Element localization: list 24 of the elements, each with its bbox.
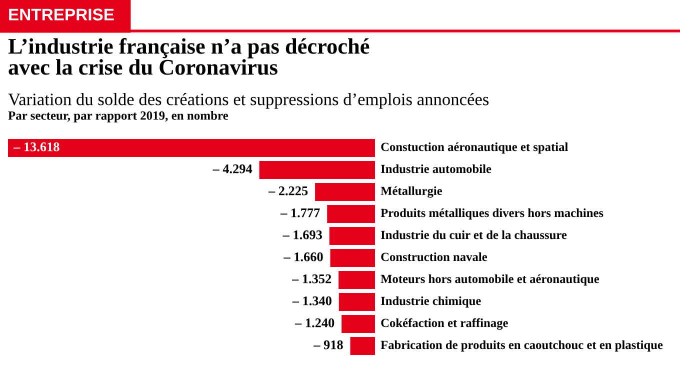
data-label: – 1.693 — [282, 230, 322, 240]
data-label: – 4.294 — [212, 164, 252, 174]
y-tick-label: Industrie du cuir et de la chaussure — [380, 230, 567, 240]
y-tick-label: Cokéfaction et raffinage — [381, 318, 508, 330]
y-tick-label: Produits métalliques divers hors machines — [380, 208, 604, 220]
y-tick-label: Moteurs hors automobile et aéronautique — [380, 274, 600, 286]
data-label: – 1.777 — [280, 208, 320, 218]
text: ENTREPRISE — [9, 8, 114, 20]
x-axis-title: Par secteur, par rapport 2019, en nombre — [8, 111, 228, 122]
data-label: – 1.352 — [292, 274, 332, 284]
y-tick-label: Fabrication de produits en caoutchouc et en plastique — [380, 340, 663, 352]
data-label: – 13.618 — [13, 142, 60, 152]
data-label: – 1.340 — [292, 296, 332, 306]
y-tick-label: Industrie automobile — [380, 164, 492, 174]
data-label: – 1.240 — [294, 318, 334, 328]
y-tick-label: Construction navale — [381, 252, 488, 262]
data-label: – 1.660 — [284, 252, 323, 262]
chart-subtitle: Variation du solde des créations et suppressions d’emplois annoncées — [8, 93, 489, 109]
y-tick-label: Industrie chimique — [380, 296, 481, 308]
data-label: – 918 — [314, 340, 343, 350]
data-label: – 2.225 — [268, 186, 308, 196]
y-tick-label: Constuction aéronautique et spatial — [381, 142, 568, 154]
y-tick-label: Métallurgie — [380, 186, 442, 198]
chart-title: L’industrie française n’a pas décroché avec la crise du Coronavirus — [8, 38, 370, 75]
